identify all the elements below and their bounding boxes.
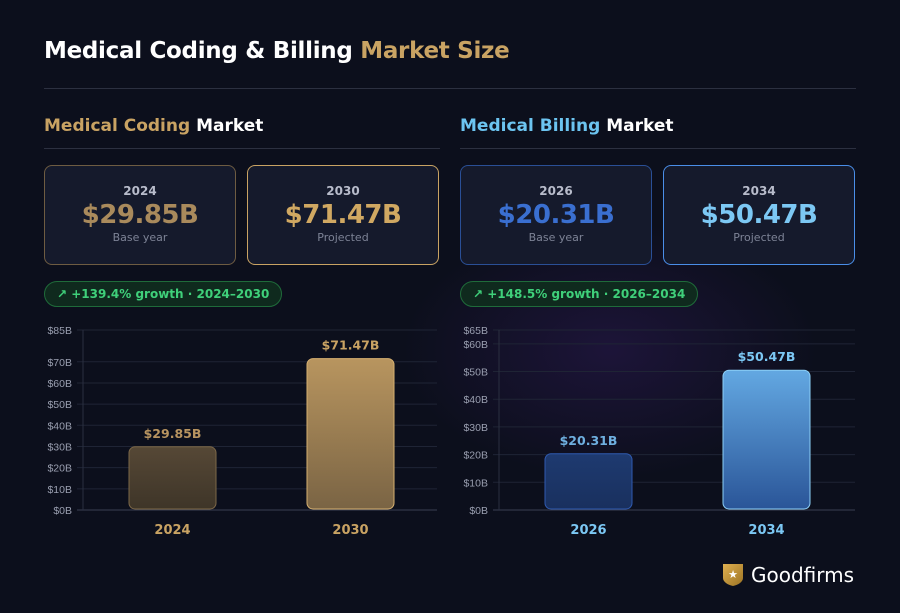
trending-up-icon: ↗ — [57, 287, 68, 301]
data-label: $29.85B — [144, 426, 202, 441]
coding-base-card: 2024 $29.85B Base year — [44, 165, 236, 265]
page-title: Medical Coding & Billing Market Size — [44, 38, 510, 64]
goodfirms-logo: ★ Goodfirms — [722, 563, 854, 587]
y-tick-label: $10B — [47, 484, 72, 496]
data-label: $50.47B — [738, 349, 796, 364]
x-tick-label: 2026 — [570, 523, 606, 538]
y-tick-label: $60B — [47, 378, 72, 390]
y-tick-label: $10B — [463, 477, 488, 489]
bar-2026 — [544, 453, 633, 510]
bar-2030 — [306, 358, 395, 510]
y-tick-label: $60B — [463, 339, 488, 351]
y-tick-label: $30B — [463, 422, 488, 434]
y-tick-label: $40B — [47, 420, 72, 432]
card-value: $29.85B — [81, 200, 199, 230]
trending-up-icon: ↗ — [473, 287, 484, 301]
title-accent: Market Size — [360, 38, 510, 64]
divider — [460, 148, 856, 149]
card-value: $50.47B — [700, 200, 818, 230]
card-year: 2024 — [123, 184, 157, 198]
divider — [44, 88, 856, 89]
card-value: $20.31B — [497, 200, 615, 230]
card-label: Base year — [112, 231, 168, 244]
coding-projected-card: 2030 $71.47B Projected — [247, 165, 439, 265]
billing-heading-accent: Medical Billing — [460, 116, 601, 136]
y-tick-label: $20B — [463, 450, 488, 462]
billing-bar-chart: $0B $10B $20B $30B $40B $50B $60B $65B $20.31B 20… — [463, 325, 855, 538]
billing-growth-badge: ↗ +148.5% growth · 2026–2034 — [460, 281, 699, 307]
y-tick-label: $0B — [53, 505, 72, 517]
y-tick-label: $20B — [47, 463, 72, 475]
svg-text:★: ★ — [728, 568, 738, 581]
billing-heading-rest: Market — [606, 116, 674, 136]
card-label: Projected — [317, 231, 369, 244]
coding-heading-accent: Medical Coding — [44, 116, 191, 136]
bar-2024 — [128, 446, 217, 510]
logo-text: Goodfirms — [751, 563, 855, 587]
billing-heading: Medical Billing Market — [460, 116, 673, 136]
bar-2034 — [722, 369, 811, 510]
billing-projected-card: 2034 $50.47B Projected — [663, 165, 855, 265]
y-tick-label: $70B — [47, 357, 72, 369]
coding-bar-chart: $0B $10B $20B $30B $40B $50B $60B $70B $85B $29.8… — [47, 325, 437, 538]
y-tick-label: $0B — [469, 505, 488, 517]
x-tick-label: 2024 — [154, 523, 190, 538]
card-label: Base year — [528, 231, 584, 244]
divider — [44, 148, 440, 149]
growth-text: +139.4% growth · 2024–2030 — [71, 287, 270, 301]
x-tick-label: 2030 — [332, 523, 368, 538]
growth-text: +148.5% growth · 2026–2034 — [487, 287, 686, 301]
y-tick-label: $65B — [463, 325, 488, 337]
coding-heading-rest: Market — [196, 116, 264, 136]
y-tick-label: $30B — [47, 441, 72, 453]
data-label: $71.47B — [322, 338, 380, 353]
shield-star-icon: ★ — [723, 564, 743, 586]
x-tick-label: 2034 — [748, 523, 784, 538]
data-label: $20.31B — [560, 433, 618, 448]
card-year: 2030 — [326, 184, 360, 198]
y-tick-label: $50B — [47, 399, 72, 411]
billing-base-card: 2026 $20.31B Base year — [460, 165, 652, 265]
card-value: $71.47B — [284, 200, 402, 230]
title-main: Medical Coding & Billing — [44, 38, 353, 64]
y-tick-label: $50B — [463, 367, 488, 379]
y-tick-label: $40B — [463, 394, 488, 406]
y-tick-label: $85B — [47, 325, 72, 337]
coding-heading: Medical Coding Market — [44, 116, 263, 136]
card-year: 2034 — [742, 184, 776, 198]
coding-growth-badge: ↗ +139.4% growth · 2024–2030 — [44, 281, 283, 307]
card-year: 2026 — [539, 184, 573, 198]
card-label: Projected — [733, 231, 785, 244]
